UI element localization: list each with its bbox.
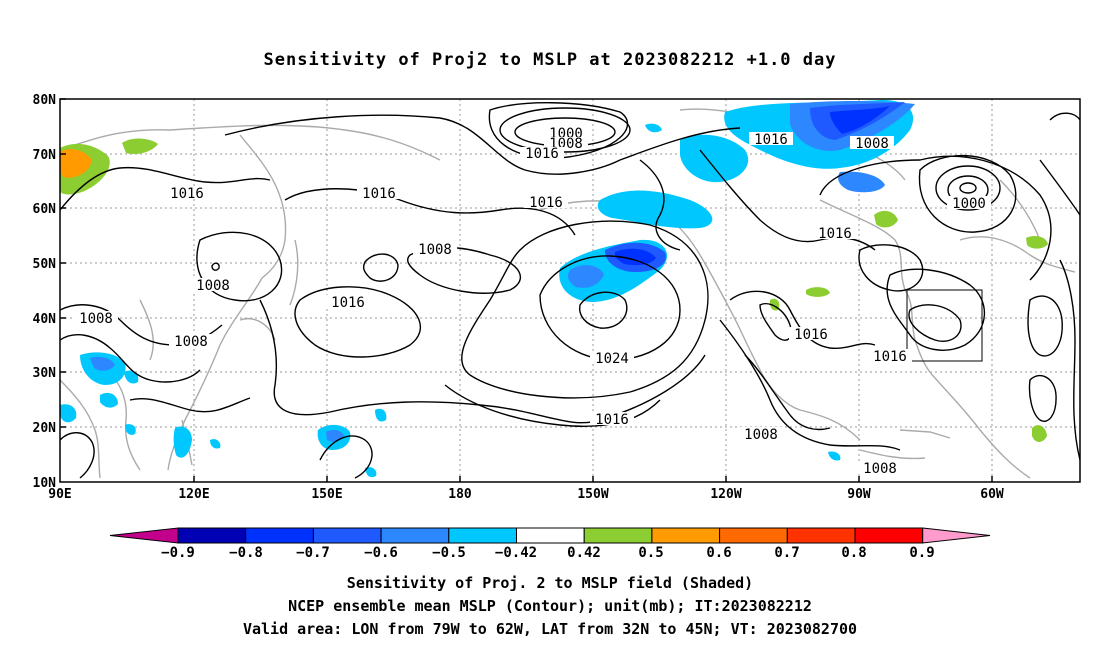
contour-label: 1016 <box>818 226 852 242</box>
map-title: Sensitivity of Proj2 to MSLP at 20230822… <box>263 50 837 70</box>
contour-label: 1008 <box>855 136 889 152</box>
colorbar-labels: −0.9 −0.8 −0.7 −0.6 −0.5 −0.42 0.42 0.5 … <box>161 545 935 561</box>
contour-label: 1000 <box>952 196 986 212</box>
colorbar-label: −0.42 <box>495 545 537 561</box>
contour-label: 1016 <box>794 327 828 343</box>
negative-sensitivity-shading <box>60 99 915 478</box>
valid-area-box <box>906 289 983 362</box>
colorbar-swatch <box>245 527 314 544</box>
lon-label: 120W <box>710 487 741 502</box>
axis-ticks <box>60 98 993 482</box>
colorbar-label: 0.7 <box>774 545 799 561</box>
contour-label: 1008 <box>174 334 208 350</box>
colorbar-swatch <box>583 527 653 544</box>
longitude-labels: 90E 120E 150E 180 150W 120W 90W 60W <box>48 487 1004 502</box>
colorbar-label: 0.8 <box>841 545 866 561</box>
contour-label: 1016 <box>170 186 204 202</box>
contour-label: 1016 <box>362 186 396 202</box>
colorbar-label: −0.9 <box>161 545 195 561</box>
lat-label: 80N <box>33 93 57 108</box>
colorbar-label: 0.5 <box>638 545 663 561</box>
colorbar-arrow-max <box>922 527 991 544</box>
contour-label: 1016 <box>754 132 788 148</box>
contour-label: 1008 <box>863 461 897 477</box>
colorbar <box>109 527 991 544</box>
colorbar-swatch <box>177 527 247 544</box>
colorbar-label: 0.42 <box>567 545 601 561</box>
contour-label: 1016 <box>595 412 629 428</box>
contour-label: 1008 <box>196 278 230 294</box>
positive-sensitivity-shading <box>60 138 1048 442</box>
lon-label: 120E <box>178 487 209 502</box>
contour-label-group: 1000 1008 1016 1016 1008 1016 1016 1008 … <box>79 126 986 477</box>
colorbar-swatch <box>448 527 517 544</box>
lon-label: 150E <box>311 487 342 502</box>
colorbar-label: 0.9 <box>909 545 934 561</box>
colorbar-label: −0.7 <box>296 545 330 561</box>
colorbar-label: −0.8 <box>229 545 263 561</box>
lon-label: 90E <box>48 487 71 502</box>
lat-label: 40N <box>33 312 57 327</box>
colorbar-swatch <box>312 527 382 544</box>
contour-label: 1008 <box>418 242 452 258</box>
mslp-contours <box>59 102 1081 479</box>
lon-label: 90W <box>847 487 871 502</box>
caption-valid-area: Valid area: LON from 79W to 62W, LAT fro… <box>242 620 858 638</box>
contour-label: 1016 <box>529 195 563 211</box>
colorbar-label: 0.6 <box>706 545 731 561</box>
colorbar-arrow-min <box>109 527 179 544</box>
colorbar-label: −0.5 <box>432 545 466 561</box>
colorbar-swatch <box>786 527 856 544</box>
caption-contour: NCEP ensemble mean MSLP (Contour); unit(… <box>288 597 812 615</box>
contour-label: 1016 <box>873 349 907 365</box>
map-frame <box>59 98 1081 483</box>
contour-label: 1024 <box>595 351 629 367</box>
colorbar-swatch <box>380 527 450 544</box>
contour-label: 1016 <box>525 146 559 162</box>
lat-label: 70N <box>33 148 57 163</box>
lat-label: 60N <box>33 202 57 217</box>
contour-label: 1008 <box>744 427 778 443</box>
lat-label: 20N <box>33 421 57 436</box>
colorbar-swatch <box>516 527 585 544</box>
lat-label: 50N <box>33 257 57 272</box>
colorbar-swatch <box>854 527 924 544</box>
colorbar-label: −0.6 <box>364 545 398 561</box>
lat-label: 10N <box>33 476 57 491</box>
colorbar-swatch <box>651 527 721 544</box>
contour-label: 1008 <box>79 311 113 327</box>
caption-shading: Sensitivity of Proj. 2 to MSLP field (Sh… <box>346 574 754 592</box>
lon-label: 180 <box>448 487 472 502</box>
lat-label: 30N <box>33 366 57 381</box>
latitude-labels: 80N 70N 60N 50N 40N 30N 20N 10N <box>33 93 57 491</box>
lon-label: 150W <box>577 487 608 502</box>
lon-label: 60W <box>980 487 1004 502</box>
colorbar-swatch <box>719 527 788 544</box>
contour-label: 1016 <box>331 295 365 311</box>
